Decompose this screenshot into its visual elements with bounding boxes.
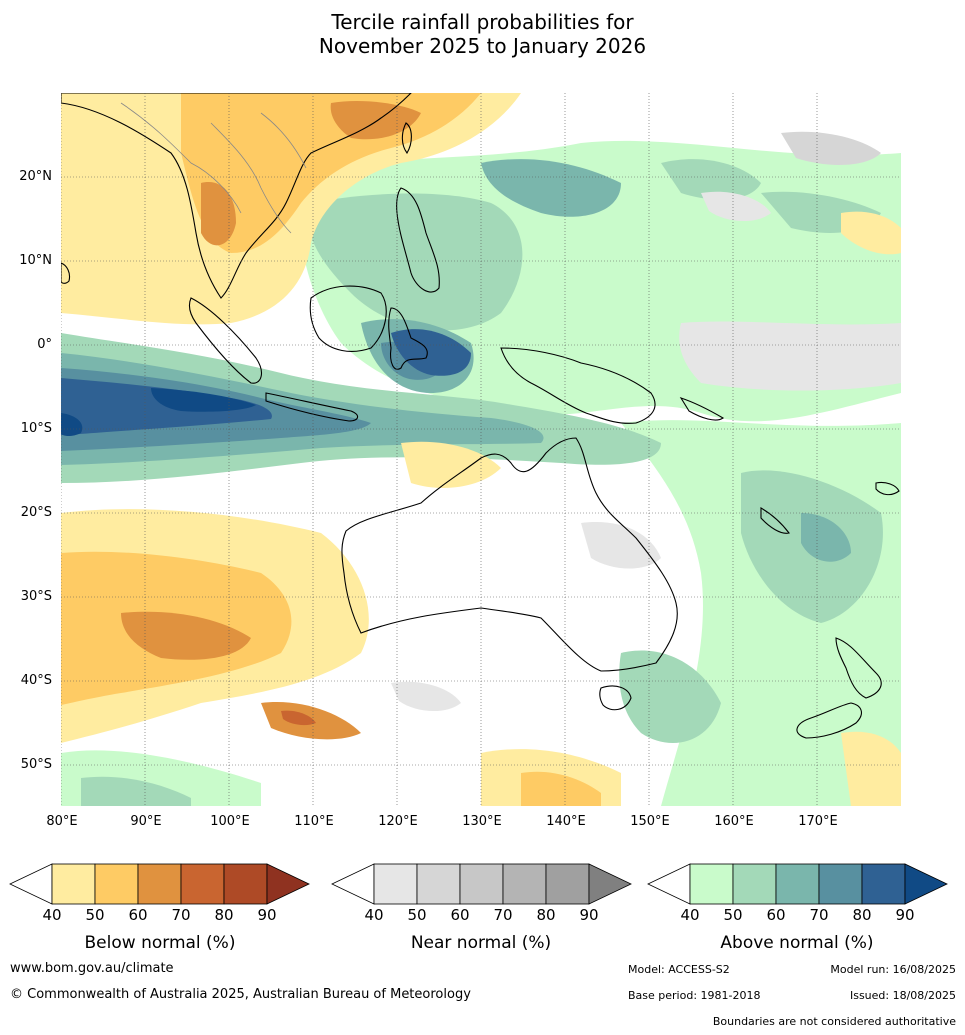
colorbar-below-normal-title: Below normal (%): [84, 933, 236, 953]
taiwan-coastline: [401, 122, 412, 154]
lat-label-50s: 50°S: [20, 757, 52, 772]
lat-label-30s: 30°S: [20, 589, 52, 604]
colorbar-swatch: [732, 863, 777, 905]
country-borders: [120, 102, 307, 234]
probability-map: [61, 93, 901, 806]
sri-lanka-coastline: [61, 262, 71, 284]
java-coastline: [265, 392, 359, 422]
lon-label-120e: 120°E: [378, 814, 418, 829]
colorbar-near-normal-title: Near normal (%): [410, 933, 552, 953]
cbar-near-tick: 90: [579, 906, 599, 924]
cbar-near-tick: 40: [364, 906, 384, 924]
lat-label-20n: 20°N: [19, 169, 52, 184]
cbar-above-tick: 80: [852, 906, 872, 924]
cbar-near-tick: 80: [536, 906, 556, 924]
colorbar-swatch: [545, 863, 590, 905]
colorbar-swatch: [51, 863, 96, 905]
boundaries-disclaimer: Boundaries are not considered authoritat…: [712, 1015, 956, 1028]
cbar-near-tick: 70: [493, 906, 513, 924]
colorbar-low-extension: [331, 863, 375, 905]
base-period: Base period: 1981-2018: [628, 989, 761, 1002]
cbar-below-tick: 70: [171, 906, 191, 924]
colorbar-low-extension: [9, 863, 53, 905]
cbar-below-tick: 90: [257, 906, 277, 924]
colorbar-swatch: [861, 863, 906, 905]
asia-mainland-coastline: [61, 93, 412, 299]
graticule: [61, 93, 901, 806]
copyright-notice: © Commonwealth of Australia 2025, Austra…: [10, 987, 471, 1002]
cbar-above-tick: 50: [723, 906, 743, 924]
cbar-below-tick: 40: [42, 906, 62, 924]
strong-above-normal-band: [61, 329, 661, 483]
lon-label-100e: 100°E: [210, 814, 250, 829]
new-caledonia-coastline: [760, 507, 790, 534]
map-title: Tercile rainfall probabilities for Novem…: [0, 10, 965, 58]
model-name: Model: ACCESS-S2: [628, 963, 730, 976]
cbar-below-tick: 80: [214, 906, 234, 924]
solomon-islands-coastline: [679, 396, 725, 421]
cbar-below-tick: 50: [85, 906, 105, 924]
cbar-below-tick: 60: [128, 906, 148, 924]
title-line-1: Tercile rainfall probabilities for: [331, 10, 634, 34]
colorbar-below-normal: [9, 862, 310, 906]
fiji-coastline: [875, 481, 900, 496]
colorbar-near-normal: [331, 862, 632, 906]
lat-label-40s: 40°S: [20, 673, 52, 688]
coastlines: [61, 93, 900, 739]
colorbar-high-extension: [904, 863, 948, 905]
tasmania-coastline: [599, 685, 632, 711]
lat-label-equator: 0°: [37, 337, 52, 352]
colorbar-swatch: [373, 863, 418, 905]
new-zealand-south-coastline: [796, 702, 862, 739]
lon-label-80e: 80°E: [46, 814, 78, 829]
colorbar-swatch: [137, 863, 182, 905]
colorbar-high-extension: [588, 863, 632, 905]
map-canvas: [61, 93, 901, 806]
colorbar-swatch: [94, 863, 139, 905]
colorbar-high-extension: [266, 863, 310, 905]
sulawesi-coastline: [388, 307, 428, 370]
lon-label-160e: 160°E: [714, 814, 754, 829]
sumatra-coastline: [188, 297, 262, 384]
colorbar-swatch: [818, 863, 863, 905]
colorbar-swatch: [416, 863, 461, 905]
new-guinea-coastline: [500, 347, 656, 424]
lon-label-130e: 130°E: [462, 814, 502, 829]
colorbar-swatch: [775, 863, 820, 905]
colorbar-swatch: [223, 863, 268, 905]
colorbar-low-extension: [647, 863, 691, 905]
colorbar-below-normal-swatches: [9, 863, 310, 905]
lat-label-10s: 10°S: [20, 421, 52, 436]
lon-label-140e: 140°E: [546, 814, 586, 829]
lon-label-150e: 150°E: [630, 814, 670, 829]
colorbar-above-normal: [647, 862, 948, 906]
colorbar-above-normal-title: Above normal (%): [720, 933, 874, 953]
near-normal-regions: [391, 131, 901, 712]
australia-coastline: [341, 437, 678, 672]
cbar-above-tick: 90: [895, 906, 915, 924]
borneo-coastline: [309, 285, 387, 352]
cbar-above-tick: 60: [766, 906, 786, 924]
cbar-near-tick: 50: [407, 906, 427, 924]
colorbar-swatch: [689, 863, 734, 905]
cbar-above-tick: 70: [809, 906, 829, 924]
colorbar-swatch: [459, 863, 504, 905]
colorbar-above-normal-swatches: [647, 863, 948, 905]
issued-date: Issued: 18/08/2025: [849, 989, 956, 1002]
website-link[interactable]: www.bom.gov.au/climate: [10, 961, 174, 976]
title-line-2: November 2025 to January 2026: [318, 34, 647, 58]
colorbar-near-normal-swatches: [331, 863, 632, 905]
lon-label-170e: 170°E: [798, 814, 838, 829]
lon-label-90e: 90°E: [130, 814, 162, 829]
new-zealand-north-coastline: [835, 637, 882, 699]
lon-label-110e: 110°E: [294, 814, 334, 829]
cbar-above-tick: 40: [680, 906, 700, 924]
colorbar-swatch: [502, 863, 547, 905]
lat-label-20s: 20°S: [20, 505, 52, 520]
colorbar-swatch: [180, 863, 225, 905]
lat-label-10n: 10°N: [19, 253, 52, 268]
cbar-near-tick: 60: [450, 906, 470, 924]
model-run-date: Model run: 16/08/2025: [830, 963, 956, 976]
